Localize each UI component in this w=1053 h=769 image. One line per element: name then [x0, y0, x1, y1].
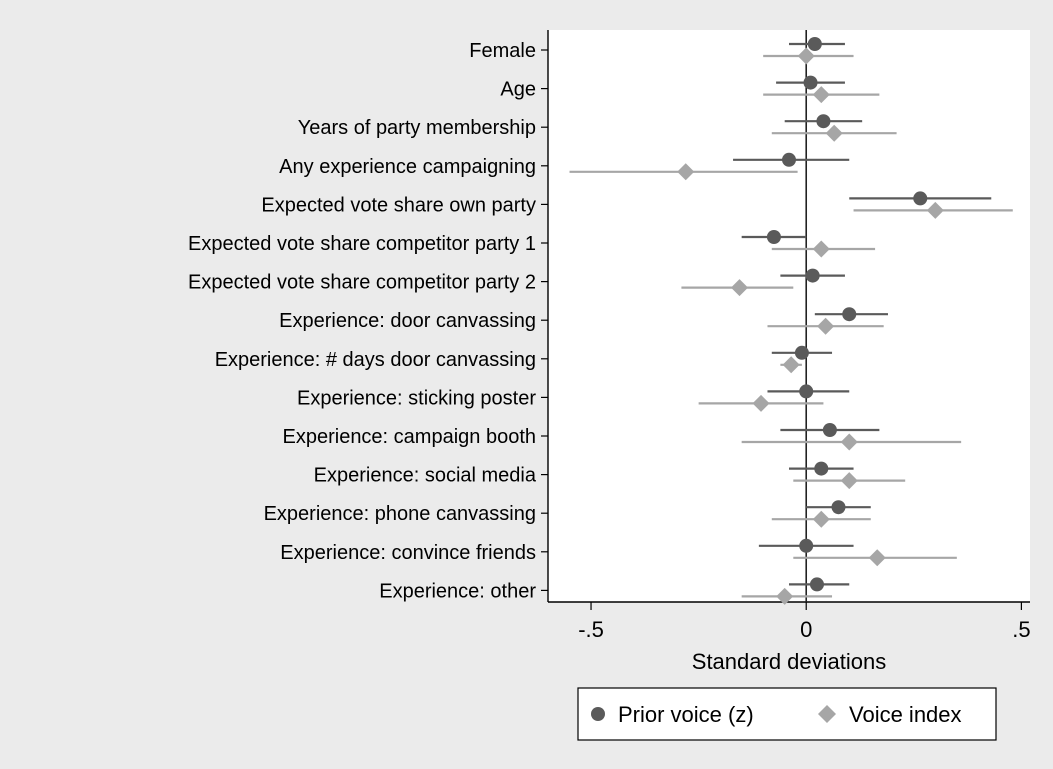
- point-prior-voice: [782, 152, 796, 167]
- y-tick-label: Experience: # days door canvassing: [215, 349, 536, 371]
- point-voice-index: [817, 317, 835, 335]
- y-tick-label: Any experience campaigning: [279, 156, 536, 178]
- legend-box: [577, 687, 997, 741]
- point-voice-index: [677, 163, 695, 181]
- y-tick-label: Experience: other: [379, 580, 536, 602]
- point-prior-voice: [799, 384, 814, 399]
- plot-area: [548, 30, 1030, 602]
- point-voice-index: [840, 433, 858, 451]
- y-tick-label: Female: [469, 40, 536, 62]
- point-voice-index: [731, 279, 749, 297]
- point-voice-index: [812, 240, 830, 258]
- y-tick-label: Experience: social media: [314, 465, 537, 487]
- y-tick-label: Expected vote share competitor party 2: [188, 272, 536, 294]
- point-prior-voice: [831, 500, 846, 515]
- point-prior-voice: [842, 307, 857, 322]
- point-voice-index: [868, 549, 886, 567]
- legend-marker-voice-index: [818, 705, 836, 723]
- point-prior-voice: [805, 268, 820, 283]
- point-voice-index: [776, 587, 794, 605]
- point-voice-index: [840, 472, 858, 490]
- y-tick-label: Age: [500, 79, 536, 101]
- point-prior-voice: [809, 577, 824, 592]
- point-voice-index: [926, 201, 944, 219]
- legend-marker-prior-voice: [591, 707, 605, 721]
- x-tick-label: -.5: [578, 617, 604, 642]
- y-tick-label: Experience: campaign booth: [283, 426, 537, 448]
- point-voice-index: [752, 394, 770, 412]
- point-prior-voice: [913, 191, 928, 206]
- point-prior-voice: [794, 345, 809, 360]
- point-voice-index: [812, 86, 830, 104]
- point-prior-voice: [803, 75, 818, 90]
- y-tick-label: Experience: convince friends: [280, 542, 536, 564]
- legend-label-prior-voice: Prior voice (z): [618, 702, 754, 727]
- point-voice-index: [782, 356, 800, 374]
- point-prior-voice: [814, 461, 829, 476]
- point-voice-index: [812, 510, 830, 528]
- point-voice-index: [825, 124, 843, 142]
- point-prior-voice: [822, 423, 837, 437]
- point-prior-voice: [766, 230, 781, 244]
- point-voice-index: [797, 47, 815, 65]
- y-tick-label: Experience: sticking poster: [297, 387, 536, 409]
- x-axis-title: Standard deviations: [692, 649, 886, 674]
- point-prior-voice: [816, 114, 831, 129]
- x-tick-label: .5: [1012, 617, 1030, 642]
- x-tick-label: 0: [800, 617, 812, 642]
- point-prior-voice: [799, 538, 814, 553]
- legend-label-voice-index: Voice index: [849, 702, 962, 727]
- point-prior-voice: [807, 37, 822, 51]
- y-tick-label: Years of party membership: [298, 117, 536, 139]
- y-tick-label: Expected vote share own party: [261, 194, 536, 216]
- y-tick-label: Experience: phone canvassing: [264, 503, 536, 525]
- y-tick-label: Experience: door canvassing: [279, 310, 536, 332]
- y-tick-label: Expected vote share competitor party 1: [188, 233, 536, 255]
